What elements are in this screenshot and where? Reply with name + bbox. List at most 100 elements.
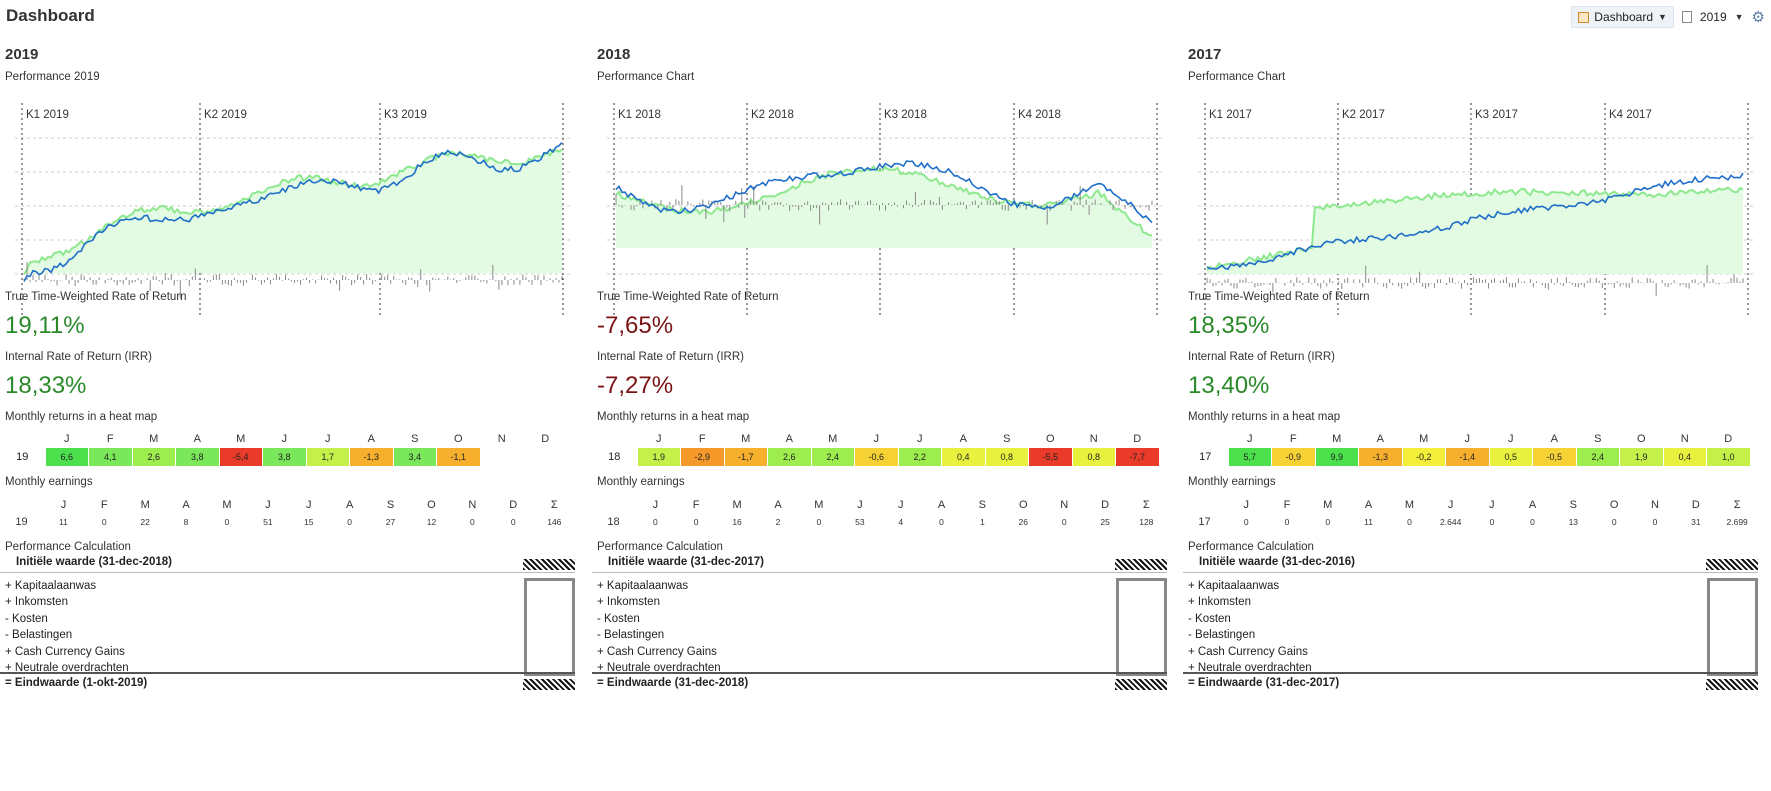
earnings-table: J F M A M J J A S O N D Σ 17 0 0 0 11 0 2.644 0 0 13 0 0 31 2.699 (1183, 496, 1758, 530)
earnings-cell: 51 (263, 517, 273, 527)
redacted-final-value (523, 679, 575, 690)
dashboard-selector-label: Dashboard (1594, 10, 1653, 24)
quarter-label: K2 2018 (751, 109, 794, 121)
earnings-cell: 0 (1325, 517, 1331, 527)
heatmap-cell: 2,2 (897, 447, 942, 467)
heatmap-cell: -2,9 (680, 447, 725, 467)
earnings-cell: 0 (1530, 517, 1535, 527)
earnings-header: F (1283, 499, 1291, 511)
earnings-header: J (1489, 499, 1495, 511)
heatmap-cell: 3,4 (392, 447, 437, 467)
earnings-header: A (774, 499, 782, 511)
earnings-header: N (468, 499, 477, 511)
heatmap-cell: 2,6 (767, 447, 812, 467)
month-header: J (281, 433, 288, 445)
performance-chart[interactable]: K1 2018 K2 2018 K3 2018 K4 2018 (592, 98, 1167, 318)
month-header: D (541, 433, 550, 445)
earnings-cell: 4 (898, 517, 904, 527)
year-selector-label[interactable]: 2019 (1699, 10, 1727, 24)
heatmap-cell: 0,4 (941, 447, 986, 467)
irr-label: Internal Rate of Return (IRR) (1188, 351, 1336, 363)
heatmap-label: Monthly returns in a heat map (5, 411, 158, 423)
earnings-header: M (814, 499, 824, 511)
irr-value: 13,40% (1188, 372, 1270, 399)
calc-item: + Cash Currency Gains (1188, 645, 1308, 658)
year-heading: 2019 (5, 46, 39, 63)
dashboard-selector[interactable]: Dashboard ▼ (1571, 6, 1674, 28)
top-bar: Dashboard Dashboard ▼ 2019 ▼ ⚙ (0, 0, 1771, 34)
month-header: J (917, 433, 923, 445)
earnings-header: Σ (550, 499, 558, 511)
month-header: J (325, 433, 331, 445)
month-header: A (367, 433, 375, 445)
quarter-label: K4 2017 (1609, 109, 1652, 121)
earnings-header: S (1569, 499, 1577, 511)
ttwror-label: True Time-Weighted Rate of Return (1188, 291, 1370, 303)
divider (1183, 572, 1758, 573)
earnings-year: 19 (15, 516, 28, 528)
redacted-items (1707, 578, 1758, 676)
chart-title: Performance 2019 (5, 71, 100, 83)
heatmap-cell: 0,5 (1488, 447, 1533, 467)
calc-item: + Inkomsten (597, 596, 660, 609)
earnings-header: N (1060, 499, 1069, 511)
earnings-cell: 11 (59, 517, 68, 527)
divider (1183, 672, 1758, 674)
calc-item: + Kapitaalaanwas (5, 580, 97, 592)
chart-title: Performance Chart (1188, 71, 1286, 83)
month-header: N (1680, 433, 1689, 445)
month-header: S (1003, 433, 1011, 445)
earnings-label: Monthly earnings (1188, 476, 1276, 488)
gear-icon[interactable]: ⚙ (1751, 9, 1765, 26)
earnings-header: S (386, 499, 395, 511)
portfolio-line (1206, 172, 1744, 271)
redacted-final-value (1706, 679, 1758, 690)
heatmap-cell: 4,1 (88, 447, 133, 467)
new-dashboard-icon[interactable] (1681, 11, 1692, 23)
dashboard-icon (1578, 11, 1590, 23)
year-column: 2019 Performance 2019 K1 2019 K2 2019 K3 2… (0, 38, 575, 788)
heatmap-cell: 3,8 (175, 447, 220, 467)
calc-item: - Kosten (1188, 612, 1231, 625)
chart-title: Performance Chart (597, 71, 695, 83)
month-header: M (828, 433, 838, 445)
page-title: Dashboard (6, 6, 95, 25)
irr-value: 18,33% (5, 372, 87, 399)
heatmap-cell (479, 447, 524, 467)
earnings-cell: 0 (101, 517, 107, 527)
divider (592, 572, 1167, 573)
calc-item: + Kapitaalaanwas (1188, 580, 1280, 592)
earnings-header: M (732, 499, 742, 511)
chevron-down-icon[interactable]: ▼ (1658, 12, 1667, 22)
earnings-header: F (100, 499, 108, 511)
earnings-cell: 11 (1364, 517, 1373, 527)
irr-value: -7,27% (597, 372, 674, 399)
month-header: A (785, 433, 793, 445)
earnings-cell: 0 (1407, 517, 1412, 527)
heatmap-cell: 1,0 (1706, 447, 1751, 467)
calc-item: + Neutrale overdrachten (1188, 662, 1312, 675)
quarter-label: K3 2018 (884, 109, 927, 121)
earnings-table: J F M A M J J A S O N D Σ 18 0 0 16 2 0 53 4 0 1 26 0 25 128 (592, 496, 1167, 530)
quarter-label: K1 2018 (618, 109, 661, 121)
earnings-header: N (1651, 499, 1659, 511)
month-header: S (1594, 433, 1602, 445)
earnings-cell: 0 (1284, 517, 1290, 527)
earnings-header: A (937, 499, 946, 511)
earnings-cell: 22 (140, 517, 150, 527)
month-header: M (741, 433, 751, 445)
earnings-cell: 31 (1691, 517, 1701, 527)
portfolio-line (615, 160, 1153, 224)
ttwror-value: 18,35% (1188, 312, 1270, 339)
year-heading: 2018 (597, 46, 631, 63)
earnings-cell: 8 (183, 517, 189, 527)
performance-chart[interactable]: K1 2019 K2 2019 K3 2019 (0, 98, 575, 318)
calc-item: + Kapitaalaanwas (597, 580, 689, 592)
year-chevron-down-icon[interactable]: ▼ (1734, 12, 1744, 22)
calc-item: + Neutrale overdrachten (5, 662, 129, 675)
performance-chart[interactable]: K1 2017 K2 2017 K3 2017 K4 2017 (1183, 98, 1758, 318)
heatmap-year: 19 (16, 451, 29, 463)
calc-label: Performance Calculation (597, 541, 723, 553)
heatmap: J F M A M J J A S O N D 17 5,7 -0,9 9,9 -1,3 -0,2 -1,4 0,5-… (1183, 431, 1751, 467)
final-value-label: = Eindwaarde (1-okt-2019) (5, 677, 148, 689)
